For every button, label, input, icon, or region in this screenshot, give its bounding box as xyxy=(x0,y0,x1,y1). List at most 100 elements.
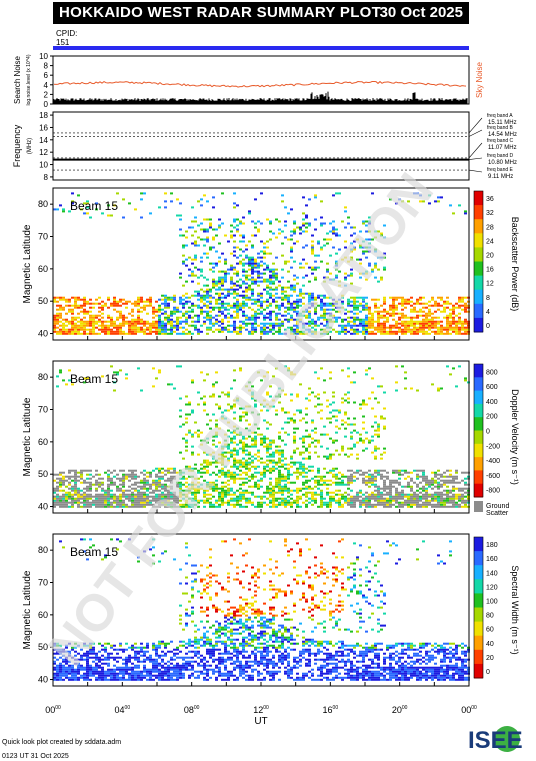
colorbar-label: Backscatter Power (dB) xyxy=(510,217,520,312)
colorbar-swatch xyxy=(474,470,483,485)
panel-width xyxy=(50,533,484,687)
cpid-value: 151 xyxy=(56,38,70,47)
freq-band-connector xyxy=(468,142,483,159)
colorbar-tick-label: 24 xyxy=(486,238,494,245)
colorbar-swatch xyxy=(474,457,483,471)
colorbar-swatch xyxy=(474,430,483,445)
freq-band-connector xyxy=(468,169,483,173)
colorbar-tick-label: 36 xyxy=(486,196,494,203)
colorbar-tick-label: 60 xyxy=(486,627,494,634)
colorbar-tick-label: 400 xyxy=(486,399,498,406)
cpid-caption: CPID: xyxy=(56,29,78,38)
colorbar-swatch xyxy=(474,537,483,552)
colorbar-swatch xyxy=(474,261,483,277)
noise-ylabel-small: log.noise.level (x 10^4) xyxy=(26,54,32,105)
search-noise-bars xyxy=(53,91,468,104)
colorbar-swatch xyxy=(474,377,483,392)
noise-ytick-label: 0 xyxy=(44,100,49,109)
cpid-bar xyxy=(53,46,469,50)
panel-velocity xyxy=(50,360,484,514)
colorbar-tick-label: -600 xyxy=(486,473,500,480)
sky-noise-line xyxy=(53,80,467,88)
colorbar-tick-label: 120 xyxy=(486,584,498,591)
x-tick-label: 0800 xyxy=(184,705,200,715)
colorbar-tick-label: 20 xyxy=(486,252,494,259)
colorbar-swatch xyxy=(474,233,483,248)
x-tick-label: 1200 xyxy=(253,705,269,715)
lat-ytick-label: 50 xyxy=(38,642,48,652)
lat-ytick-label: 40 xyxy=(38,502,48,512)
colorbar-swatch xyxy=(474,607,483,623)
colorbar-label: Doppler Velocity (m s⁻¹) xyxy=(510,389,520,485)
x-tick-label: 2000 xyxy=(392,705,408,715)
lat-ytick-label: 70 xyxy=(38,232,48,242)
plot-header: HOKKAIDO WEST RADAR SUMMARY PLOT 30 Oct … xyxy=(53,2,469,24)
x-axis-label: UT xyxy=(254,716,267,727)
colorbar-tick-label: 12 xyxy=(486,281,494,288)
lat-ytick-label: 60 xyxy=(38,264,48,274)
colorbar-tick-label: 0 xyxy=(486,429,490,436)
sky-noise-label: Sky Noise xyxy=(475,61,484,98)
lat-ytick-label: 60 xyxy=(38,437,48,447)
noise-ylabel: Search Noise xyxy=(13,55,22,104)
beam-label: Beam 15 xyxy=(70,199,118,213)
freq-band-mhz: 14.54 MHz xyxy=(488,132,517,138)
lat-ytick-label: 60 xyxy=(38,610,48,620)
colorbar-frame xyxy=(473,536,484,679)
ground-label-2: Scatter xyxy=(486,510,509,517)
colorbar-tick-label: -200 xyxy=(486,443,500,450)
colorbar-tick-label: 0 xyxy=(486,323,490,330)
colorbar-tick-label: 140 xyxy=(486,570,498,577)
colorbar-swatch xyxy=(474,247,483,262)
freq-ytick-label: 8 xyxy=(44,173,49,182)
colorbar-frame xyxy=(473,190,484,333)
colorbar-swatch xyxy=(474,390,483,405)
colorbar-swatch xyxy=(474,317,483,333)
freq-ylabel-unit: (MHz) xyxy=(27,138,33,154)
lat-ytick-label: 70 xyxy=(38,405,48,415)
colorbar-tick-label: -400 xyxy=(486,458,500,465)
panel-power-cells xyxy=(53,192,470,335)
lat-ytick-label: 50 xyxy=(38,296,48,306)
freq-band-name: freq band E xyxy=(487,167,514,173)
colorbar-swatch xyxy=(474,289,483,305)
lat-ytick-label: 50 xyxy=(38,469,48,479)
panel-power xyxy=(50,187,484,341)
x-tick-label: 0000 xyxy=(461,705,477,715)
freq-band-mhz: 10.80 MHz xyxy=(488,160,517,166)
colorbar-swatch xyxy=(474,551,483,566)
colorbar-swatch xyxy=(474,579,483,594)
isee-logo: ISEE xyxy=(468,726,523,754)
colorbar-swatch xyxy=(474,565,483,580)
freq-ytick-label: 16 xyxy=(39,123,48,132)
lat-ytick-label: 40 xyxy=(38,675,48,685)
colorbar-swatch xyxy=(474,593,483,608)
colorbar-swatch xyxy=(474,205,483,220)
cpid-label: CPID: 151 xyxy=(56,29,77,47)
colorbar-tick-label: 800 xyxy=(486,369,498,376)
freq-band-mhz: 15.11 MHz xyxy=(488,120,517,126)
lat-ytick-label: 40 xyxy=(38,329,48,339)
colorbar-tick-label: 180 xyxy=(486,542,498,549)
colorbar-tick-label: 8 xyxy=(486,295,490,302)
noise-ytick-label: 2 xyxy=(44,90,49,99)
noise-ytick-label: 6 xyxy=(44,71,49,80)
freq-band-name: freq band B xyxy=(487,125,514,131)
ylabel-lat: Magnetic Latitude xyxy=(22,397,33,476)
ylabel-lat: Magnetic Latitude xyxy=(22,570,33,649)
beam-label: Beam 15 xyxy=(70,545,118,559)
colorbar-swatch xyxy=(474,364,483,378)
panel-velocity-cells xyxy=(53,365,470,508)
freq-band-name: freq band C xyxy=(487,138,514,144)
panel-width-cells xyxy=(53,538,470,681)
colorbar-swatch xyxy=(474,191,483,206)
colorbar-tick-label: -800 xyxy=(486,488,500,495)
freq-band-mhz: 9.11 MHz xyxy=(488,174,513,180)
colorbar-frame xyxy=(473,363,484,498)
colorbar-tick-label: 28 xyxy=(486,224,494,231)
freq-ytick-label: 12 xyxy=(39,148,48,157)
freq-band-connector xyxy=(468,157,483,160)
noise-ytick-label: 4 xyxy=(44,81,49,90)
noise-ytick-label: 10 xyxy=(39,52,48,61)
